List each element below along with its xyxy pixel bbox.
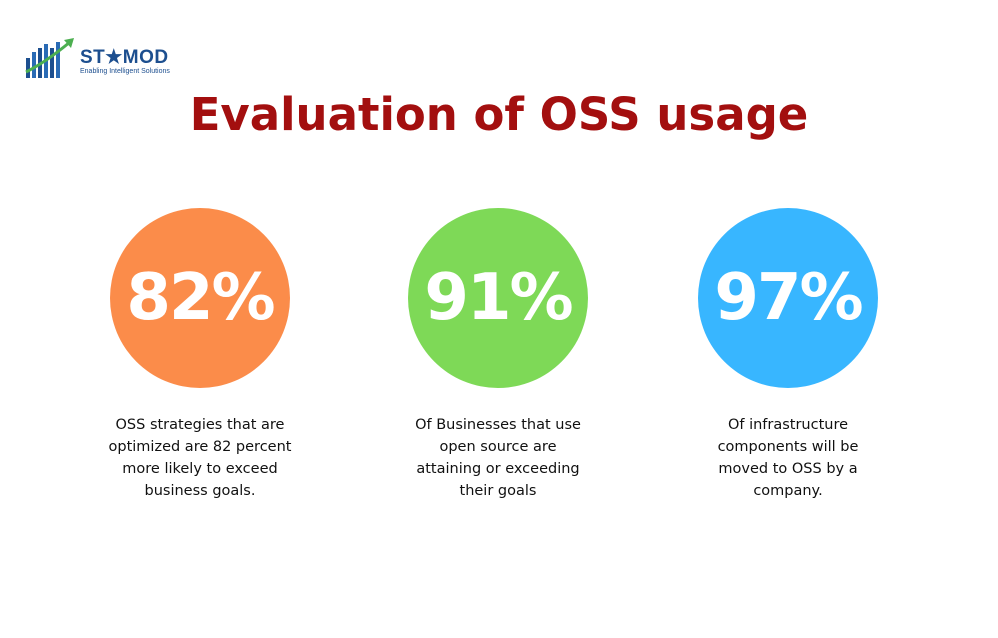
- stat-circle: 91%: [408, 208, 588, 388]
- description-line: moved to OSS by a: [718, 461, 858, 477]
- description-line: more likely to exceed: [122, 461, 278, 477]
- stat-value: 97%: [714, 261, 863, 335]
- description-line: optimized are 82 percent: [108, 439, 292, 455]
- description-line: attaining or exceeding: [416, 461, 580, 477]
- logo-name: ST★MOD: [80, 47, 169, 68]
- description-line: Of Businesses that use: [415, 417, 581, 433]
- description-line: Of infrastructure: [727, 417, 849, 433]
- description-line: OSS strategies that are: [115, 417, 285, 433]
- stat-value: 91%: [424, 261, 573, 335]
- logo-icon: [25, 38, 74, 78]
- description-line: their goals: [459, 483, 537, 499]
- description-line: open source are: [439, 439, 557, 455]
- description-line: company.: [753, 483, 823, 499]
- stat-value: 82%: [126, 261, 275, 335]
- stat-description: Of Businesses that use open source are att…: [383, 414, 613, 502]
- stat-description: OSS strategies that are optimized are 82 …: [85, 414, 315, 502]
- stat-circle: 82%: [110, 208, 290, 388]
- stat-circle: 97%: [698, 208, 878, 388]
- description-line: business goals.: [144, 483, 256, 499]
- description-line: components will be: [717, 439, 859, 455]
- title: Evaluation of OSS usage: [189, 88, 809, 141]
- logo-tagline: Enabling Intelligent Solutions: [80, 68, 170, 75]
- stat-description: Of infrastructure components will be moved…: [673, 414, 903, 502]
